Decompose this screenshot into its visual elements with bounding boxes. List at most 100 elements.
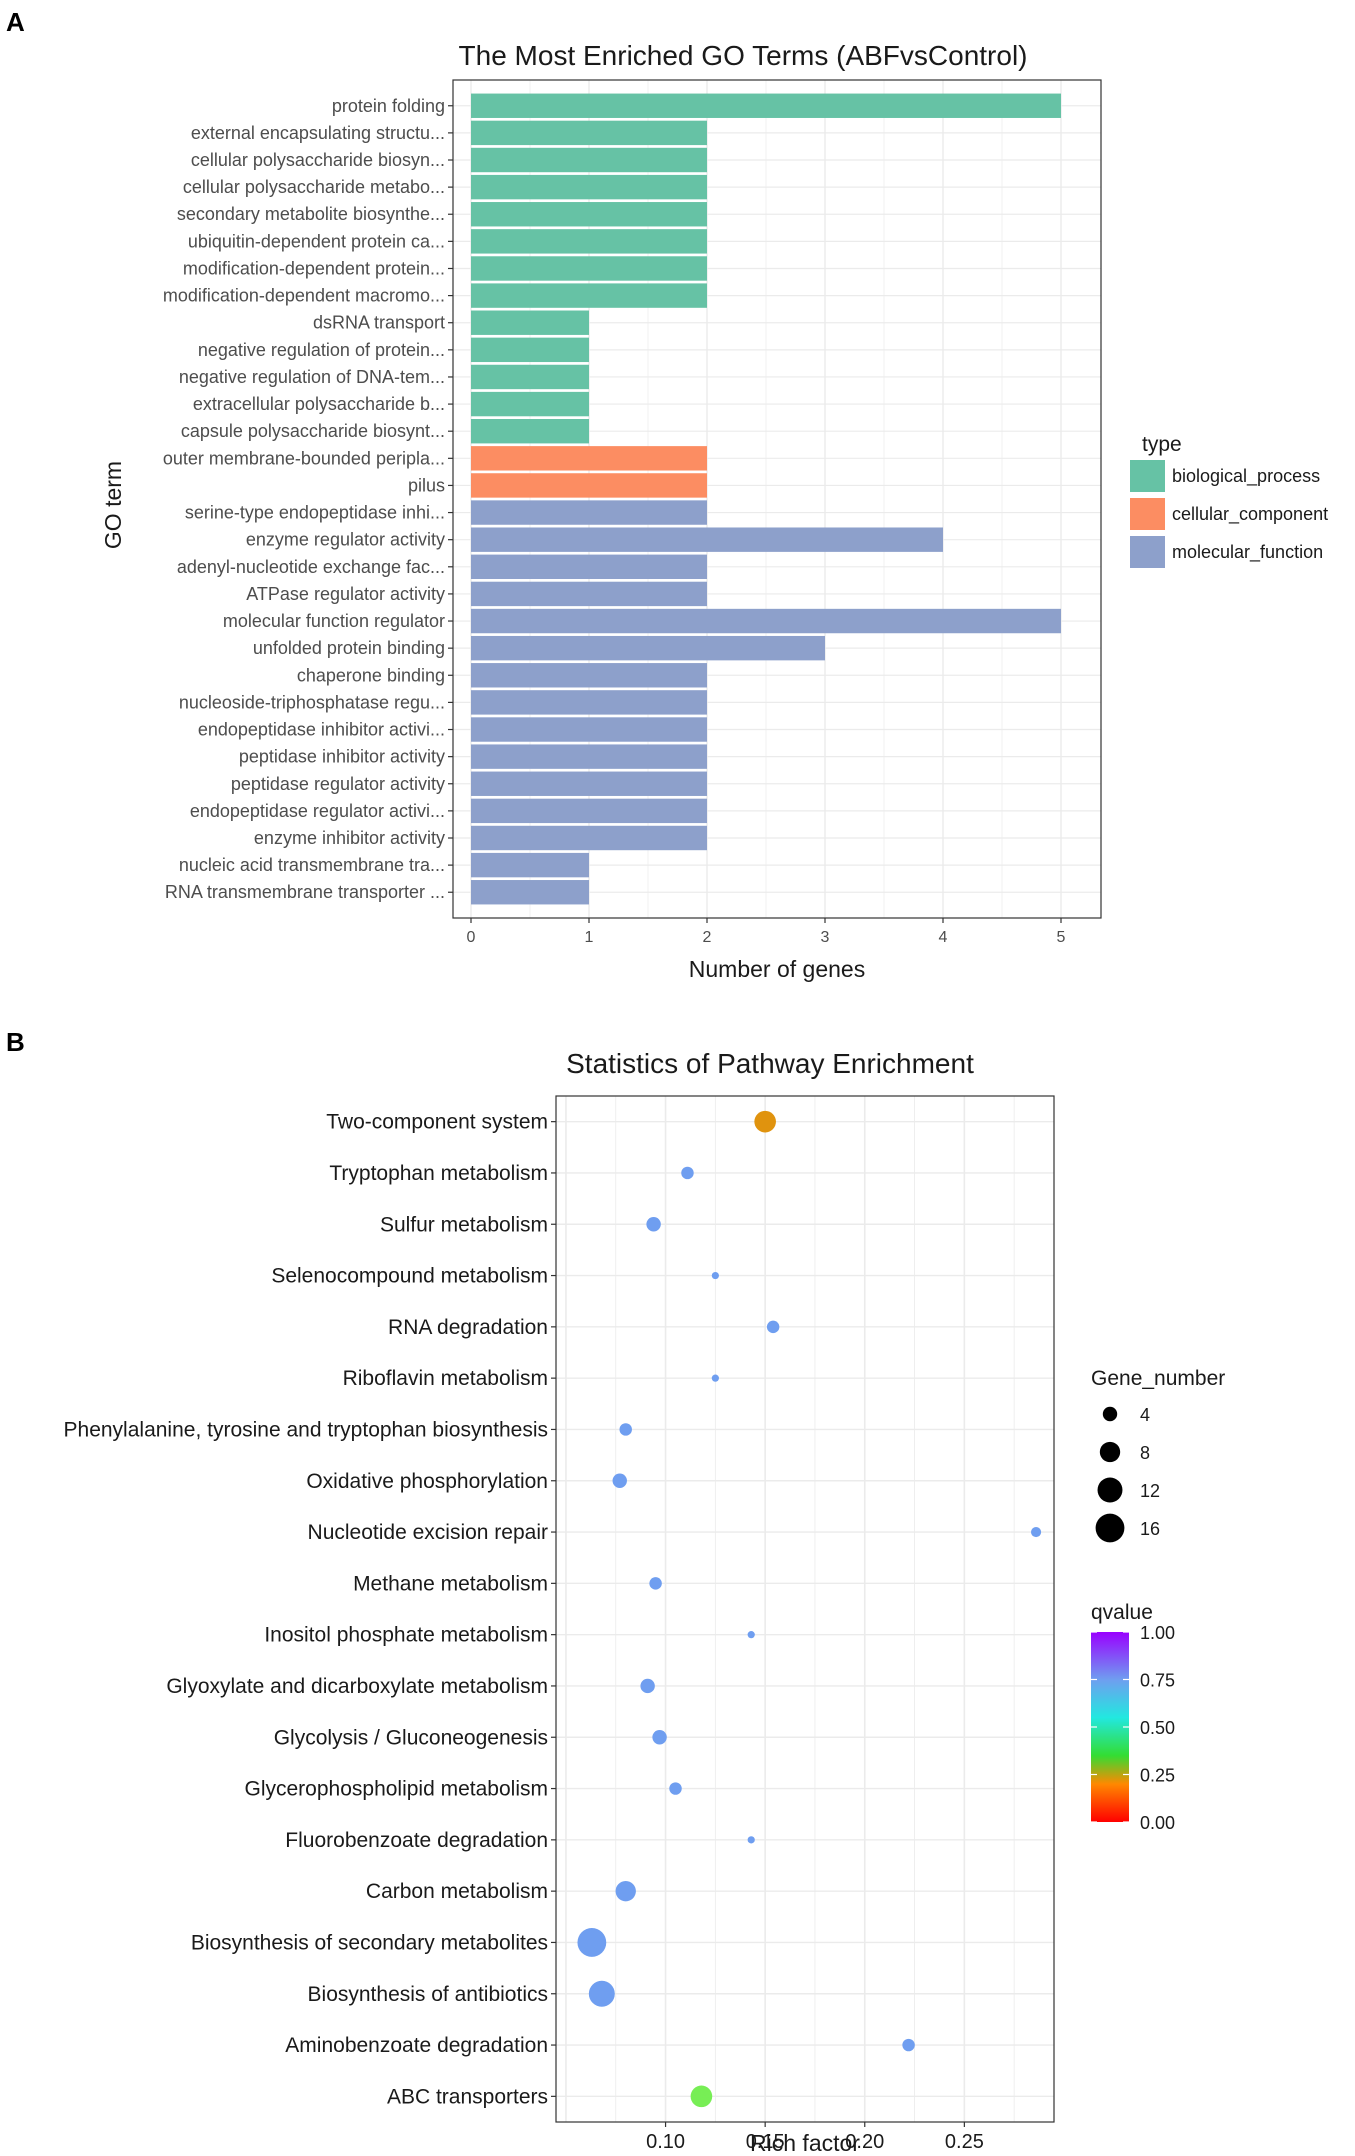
chart-b-size-legend-label: 16 [1140,1519,1160,1539]
chart-b-category-label: Aminobenzoate degradation [285,2034,548,2057]
chart-b-colorbar [1091,1632,1129,1822]
chart-b-size-legend-label: 4 [1140,1405,1150,1425]
chart-b-panel-border [555,1095,1055,2123]
chart-b-size-legend-dot [1099,1441,1121,1463]
chart-b-category-label: Selenocompound metabolism [271,1265,548,1288]
chart-a-bar [471,93,1061,118]
chart-b-category-labels: Two-component system Tryptophan metabolis… [64,1111,556,2108]
chart-b-point [615,1880,636,1902]
chart-a-bar [471,256,707,281]
chart-a-bar [471,310,589,335]
chart-a-title: The Most Enriched GO Terms (ABFvsControl… [459,40,1028,71]
chart-a-x-ticks: 0 1 2 3 4 5 [467,918,1066,946]
chart-a-legend: biological_process cellular_componentmole… [1130,460,1328,568]
chart-b-x-tick-label: 0.20 [845,2131,884,2153]
chart-b-category-label: Fluorobenzoate degradation [285,1829,548,1852]
chart-a-category-label: capsule polysaccharide biosynt... [181,421,445,441]
chart-a-bar [471,690,707,715]
chart-a-x-tick-label: 0 [467,929,476,946]
chart-b-point [754,1110,776,1133]
chart-b-color-legend-title: qvalue [1091,1601,1153,1624]
panel-label-b: B [6,1027,25,1057]
chart-a-bar [471,120,707,146]
chart-b-size-legend-dot [1097,1477,1123,1503]
chart-b-x-ticks: 0.10 0.15 0.20 0.25 [646,2122,984,2153]
chart-a-category-label: peptidase regulator activity [231,774,445,794]
chart-a-bar [471,174,707,200]
chart-b-point [646,1217,661,1232]
chart-a-category-label: chaperone binding [297,665,445,685]
chart-b-category-label: Two-component system [326,1111,548,1134]
chart-a-category-label: modification-dependent protein... [183,258,445,278]
chart-a-category-label: unfolded protein binding [253,638,445,658]
chart-b-category-label: Riboflavin metabolism [343,1367,548,1390]
chart-a-bar [471,364,589,390]
chart-a-category-label: external encapsulating structu... [191,123,445,143]
chart-b-x-tick-label: 0.25 [945,2131,984,2153]
chart-b-color-legend: 1.00 0.75 0.50 0.25 0.00 [1091,1623,1175,1833]
chart-a-bar [471,473,707,498]
chart-a-y-axis-label: GO term [100,461,126,549]
chart-a-category-label: negative regulation of protein... [198,340,445,360]
chart-b-category-label: ABC transporters [387,2085,548,2108]
chart-b-point [1030,1526,1042,1538]
chart-a-category-label: peptidase inhibitor activity [239,747,445,767]
chart-b-point [612,1473,627,1488]
chart-a-bar [471,663,707,688]
chart-b-point [669,1782,682,1795]
chart-b-point [640,1678,655,1694]
chart-b-size-legend-label: 8 [1140,1443,1150,1463]
chart-b-size-legend-dot [1102,1406,1118,1422]
chart-b-gridlines [556,1096,1054,2122]
chart-a-category-label: enzyme regulator activity [246,530,445,550]
chart-b-size-legend-label: 12 [1140,1481,1160,1501]
chart-a-bar [471,852,589,878]
chart-b-point [747,1836,755,1844]
chart-a-legend-swatch [1130,460,1165,492]
chart-a-bar [471,527,943,552]
chart-a-x-tick-label: 5 [1057,929,1066,946]
chart-b-x-tick-label: 0.10 [646,2131,685,2153]
chart-b-category-label: Glycolysis / Gluconeogenesis [274,1726,548,1749]
chart-a-bar [471,771,707,796]
chart-a-category-label: enzyme inhibitor activity [254,828,445,848]
chart-b-category-label: Sulfur metabolism [380,1213,548,1236]
chart-a-category-label: cellular polysaccharide biosyn... [191,150,445,170]
chart-a-category-label: serine-type endopeptidase inhi... [185,503,445,523]
chart-a-bar [471,391,589,417]
chart-a-bar [471,337,589,363]
chart-b-colorbar-label: 0.75 [1140,1671,1175,1691]
chart-b-category-label: Glycerophospholipid metabolism [245,1778,549,1801]
chart-b-category-label: Oxidative phosphorylation [306,1470,548,1493]
chart-b-category-label: Tryptophan metabolism [329,1162,548,1185]
chart-a-category-label: nucleoside-triphosphatase regu... [179,692,445,712]
chart-b-size-legend: 4 8 12 16 [1095,1405,1160,1543]
chart-a-legend-swatch [1130,498,1165,530]
chart-a-bar [471,202,707,227]
chart-a-bar [471,147,707,173]
chart-a-legend-label: cellular_component [1172,504,1328,525]
chart-a-bar [471,500,707,525]
chart-a-x-tick-label: 4 [939,929,948,946]
chart-b-point [588,1980,615,2007]
chart-b-point [711,1271,719,1280]
chart-a-legend-title: type [1142,433,1182,456]
chart-b-x-axis-label: Rich factor [750,2130,860,2156]
chart-a-category-label: adenyl-nucleotide exchange fac... [177,557,445,577]
chart-b-category-label: Phenylalanine, tyrosine and tryptophan b… [64,1418,548,1441]
chart-b-points [577,1110,1042,2108]
chart-b-point [711,1374,719,1382]
chart-b-colorbar-label: 0.00 [1140,1813,1175,1833]
chart-b-category-label: RNA degradation [388,1316,548,1339]
chart-a-x-axis-label: Number of genes [689,956,865,982]
chart-a-category-label: nucleic acid transmembrane tra... [179,855,445,875]
chart-a-bar [471,283,707,308]
chart-a-category-label: protein folding [332,96,445,116]
chart-b-point [577,1928,607,1957]
chart-b-category-label: Inositol phosphate metabolism [264,1624,548,1647]
chart-a-x-tick-label: 3 [821,929,830,946]
chart-a-bar [471,446,707,471]
chart-a-bar [471,825,707,851]
chart-a-category-label: pilus [408,475,445,495]
